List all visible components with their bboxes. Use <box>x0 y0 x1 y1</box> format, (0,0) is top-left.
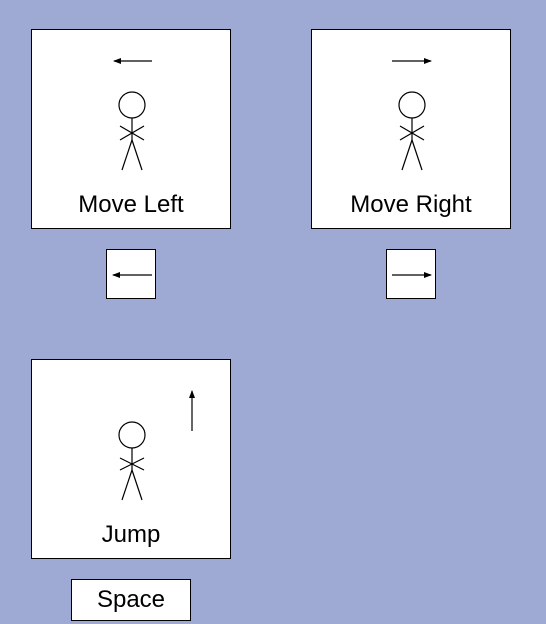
jump-label: Jump <box>101 521 161 548</box>
move-right-card: Move Right <box>311 29 511 229</box>
stick-figure-icon <box>398 91 426 171</box>
stick-figure-left-scene <box>113 58 152 171</box>
right-arrow-key <box>386 249 436 299</box>
space-key-label: Space <box>96 586 166 613</box>
move-left-label: Move Left <box>78 191 184 218</box>
left-arrow-key <box>106 249 156 299</box>
move-left-card: Move Left <box>31 29 231 229</box>
stick-figure-icon <box>118 91 146 171</box>
stick-figure-icon <box>118 421 146 501</box>
move-right-label: Move Right <box>350 191 472 218</box>
space-key: Space <box>71 579 191 621</box>
stick-figure-jump-scene <box>118 390 195 501</box>
stick-figure-right-scene <box>392 58 432 171</box>
jump-card: Jump <box>31 359 231 559</box>
